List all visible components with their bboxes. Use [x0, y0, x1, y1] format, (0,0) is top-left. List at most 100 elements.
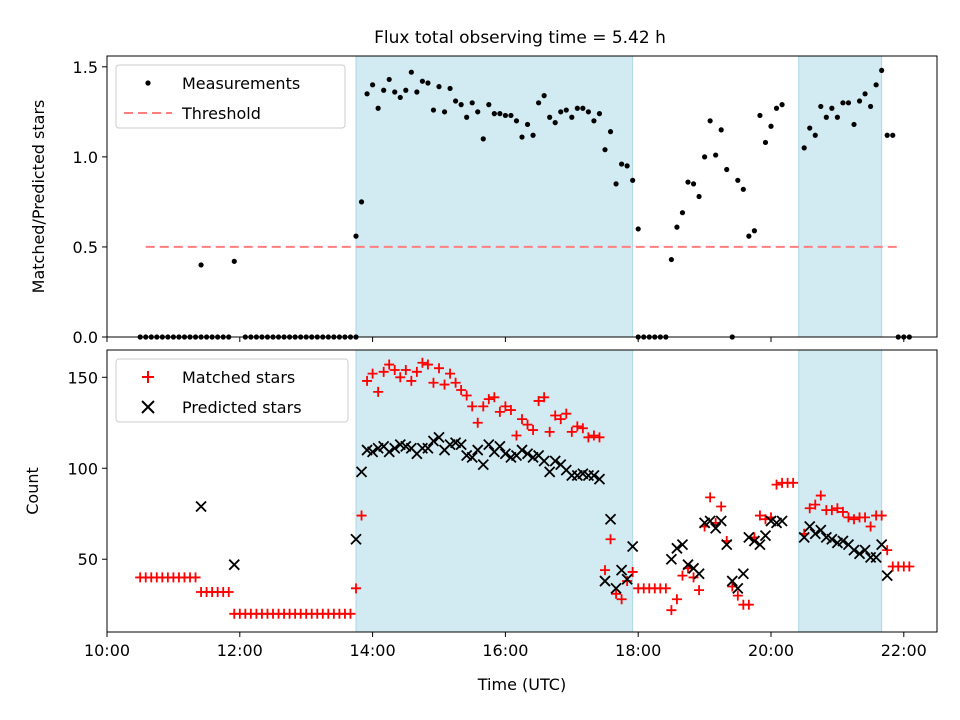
predicted-star-point: [804, 520, 816, 533]
measurement-point: [635, 226, 641, 232]
x-tick-label: 20:00: [748, 641, 794, 660]
measurement-point: [569, 114, 575, 120]
matched-star-point: [517, 414, 527, 425]
predicted-star-point: [599, 575, 611, 587]
y-tick-label: 150: [67, 368, 98, 387]
measurement-point: [607, 129, 614, 135]
measurement-point: [502, 112, 508, 119]
predicted-star-point: [604, 513, 617, 525]
predicted-star-point: [615, 564, 628, 576]
matched-star-point: [804, 503, 815, 514]
predicted-star-point: [610, 582, 622, 594]
matched-star-point: [837, 506, 848, 517]
matched-star-point: [511, 430, 522, 441]
measurement-point: [513, 118, 520, 124]
measurement-point: [757, 112, 763, 119]
matched-star-point: [478, 401, 489, 412]
predicted-star-point: [837, 535, 849, 547]
predicted-star-point: [588, 469, 600, 482]
measurement-point: [845, 100, 852, 106]
matched-star-point: [865, 521, 876, 532]
measurement-point: [574, 105, 580, 111]
y-tick-label: 50: [78, 550, 98, 569]
matched-star-point: [223, 586, 234, 597]
predicted-star-point: [427, 435, 440, 447]
legend-label: Matched stars: [182, 368, 295, 387]
matched-star-point: [843, 512, 854, 523]
predicted-star-point: [881, 569, 893, 582]
measurement-point: [524, 121, 531, 128]
predicted-star-point: [798, 531, 810, 544]
legend-box: [115, 64, 346, 129]
predicted-star-point: [466, 451, 478, 463]
legend-box: [115, 358, 349, 423]
y-tick-label: 100: [67, 459, 98, 478]
legend-label: Predicted stars: [182, 398, 302, 417]
predicted-star-point: [721, 539, 733, 551]
shaded-interval: [355, 55, 634, 338]
matched-star-point: [356, 510, 367, 521]
predicted-star-point: [809, 528, 821, 540]
measurement-point: [353, 233, 359, 239]
legend-label: Measurements: [182, 74, 300, 93]
matched-star-point: [561, 408, 572, 419]
matched-star-point: [810, 499, 821, 510]
measurement-point: [541, 93, 547, 99]
measurement-point: [674, 224, 680, 230]
measurement-point: [508, 112, 514, 119]
measurement-point: [707, 118, 713, 124]
top-panel: 0.0 0.5 1.0 1.5 Matched/Predicted stars Measu…: [29, 55, 938, 347]
measurement-point: [702, 154, 708, 160]
measurement-point: [397, 94, 403, 101]
predicted-star-point: [422, 442, 434, 454]
measurement-point: [453, 98, 459, 104]
matched-star-point: [616, 594, 627, 605]
x-axis-label: Time (UTC): [477, 675, 566, 694]
measurement-point: [829, 105, 835, 111]
measurement-point: [746, 233, 752, 239]
predicted-star-point: [544, 466, 556, 478]
measurement-point: [547, 114, 553, 120]
measurement-point: [779, 102, 785, 108]
predicted-star-point: [748, 535, 761, 547]
measurement-point: [591, 118, 597, 124]
matched-star-point: [688, 572, 699, 583]
matched-star-point: [594, 432, 605, 443]
measurement-point: [558, 109, 564, 115]
matched-star-point: [456, 385, 467, 396]
matched-star-point: [771, 479, 782, 490]
measurement-point: [370, 82, 376, 88]
measurement-point: [630, 177, 636, 183]
measurement-point: [840, 100, 846, 106]
predicted-star-point: [759, 529, 772, 542]
measurement-point: [613, 181, 619, 187]
predicted-star-point: [494, 440, 506, 453]
measurement-point: [381, 87, 387, 93]
measurement-point: [231, 258, 237, 264]
predicted-star-point: [665, 553, 678, 565]
matched-star-point: [849, 514, 859, 525]
measurement-point: [436, 84, 442, 90]
matched-star-point: [550, 410, 561, 421]
predicted-star-point: [355, 466, 368, 478]
measurement-point: [585, 109, 592, 115]
matched-star-point: [622, 576, 633, 587]
matched-star-point: [389, 365, 400, 376]
measurement-point: [862, 91, 868, 97]
measurement-point: [879, 67, 885, 74]
matched-star-point: [395, 372, 406, 383]
measurement-point: [890, 132, 896, 138]
legend-marker-measurements: [145, 80, 151, 86]
predicted-star-point: [682, 559, 694, 571]
matched-star-point: [605, 534, 616, 545]
matched-star-point: [384, 359, 395, 370]
matched-star-point: [428, 377, 439, 388]
matched-star-point: [483, 394, 494, 405]
matched-star-point: [351, 583, 361, 594]
predicted-star-point: [455, 438, 467, 451]
predicted-star-point: [737, 568, 749, 580]
measurement-point: [425, 80, 431, 86]
matched-star-point: [566, 426, 577, 437]
x-tick-label: 12:00: [217, 641, 263, 660]
